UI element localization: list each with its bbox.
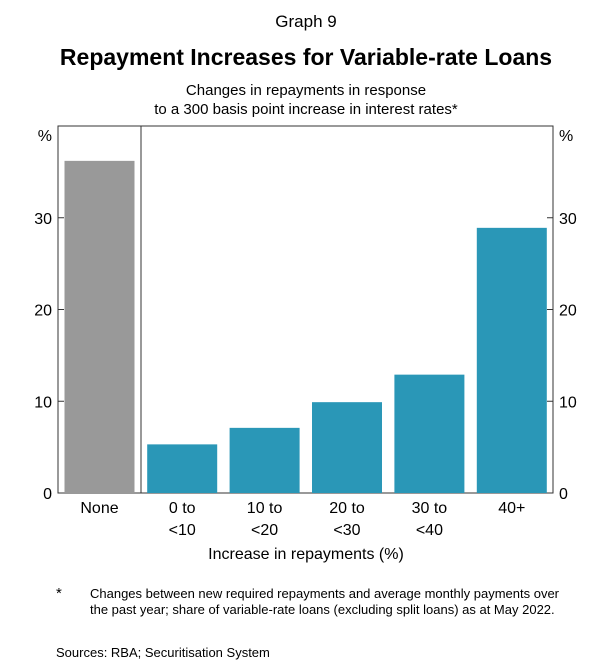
x-tick-label: None — [80, 500, 118, 517]
x-tick-label: <10 — [169, 522, 196, 539]
y-unit-right: % — [559, 128, 573, 145]
sources-note: Sources: RBA; Securitisation System — [56, 645, 270, 660]
x-tick-label: <20 — [251, 522, 278, 539]
bar — [147, 444, 218, 493]
footnote-marker: * — [56, 585, 62, 602]
bar — [394, 374, 465, 493]
x-tick-label: 20 to — [329, 500, 365, 517]
graph-number: Graph 9 — [275, 12, 337, 31]
y-tick-label-right: 10 — [559, 394, 577, 411]
bar — [476, 227, 547, 493]
bar — [229, 427, 300, 493]
y-tick-label-left: 30 — [34, 211, 52, 228]
x-axis-label: Increase in repayments (%) — [208, 546, 404, 563]
y-tick-label-right: 30 — [559, 211, 577, 228]
chart-subtitle: Changes in repayments in response to a 3… — [0, 81, 612, 119]
x-tick-label: 0 to — [169, 500, 196, 517]
x-tick-label: <30 — [333, 522, 360, 539]
bar — [312, 402, 382, 493]
y-unit-left: % — [38, 128, 52, 145]
x-tick-label: 10 to — [247, 500, 283, 517]
x-tick-label: <40 — [416, 522, 443, 539]
subtitle-line-1: Changes in repayments in response — [185, 82, 427, 99]
y-tick-label-right: 20 — [559, 303, 577, 320]
chart-title: Repayment Increases for Variable-rate Lo… — [59, 44, 553, 70]
subtitle-line-2: to a 300 basis point increase in interes… — [154, 101, 458, 118]
footnote-text: Changes between new required repayments … — [90, 586, 559, 617]
y-tick-label-left: 20 — [34, 303, 52, 320]
y-tick-label-left: 10 — [34, 394, 52, 411]
bar-none — [64, 160, 135, 494]
y-tick-label-right: 0 — [559, 486, 568, 503]
x-tick-label: 30 to — [412, 500, 448, 517]
y-tick-label-left: 0 — [43, 486, 52, 503]
bar-chart: 0 0 10 10 20 20 30 30% % None 0 to <10 10 to <20 20 to… — [34, 125, 577, 539]
x-tick-label: 40+ — [498, 500, 525, 517]
